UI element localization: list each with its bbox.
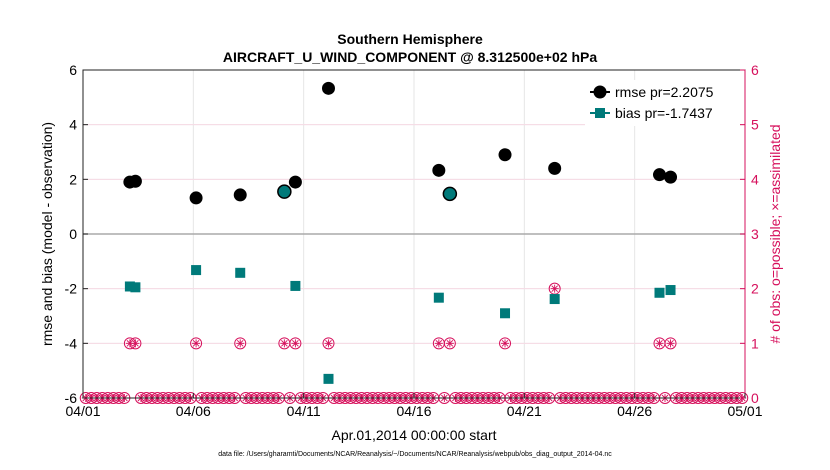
y-tick-label: 6 (69, 62, 77, 78)
bias-point (549, 294, 560, 305)
legend-box (585, 80, 740, 126)
y-tick-label: -6 (65, 390, 78, 406)
obs-count-marker (190, 337, 203, 350)
obs-assimilated-star (236, 340, 244, 347)
y-tick-label: -2 (65, 281, 78, 297)
data-file-footnote: data file: /Users/gharamti/Documents/NCA… (218, 451, 612, 458)
obs-count-marker (499, 337, 512, 350)
x-tick-label: 04/01 (65, 403, 100, 419)
bias-point (654, 287, 665, 298)
bias-point (191, 265, 202, 276)
obs-assimilated-star (667, 340, 674, 347)
obs-count-marker (129, 337, 142, 350)
obs-count-marker (443, 337, 456, 350)
rmse-point (548, 161, 562, 175)
x-tick-label: 04/11 (287, 403, 321, 419)
obs-count-marker (234, 337, 247, 350)
y-tick-label: -4 (65, 335, 78, 351)
x-tick-label: 04/26 (617, 403, 652, 419)
obs-assimilated-star (435, 340, 443, 347)
obs-count-marker (548, 282, 561, 295)
bias-point (235, 267, 246, 278)
right-y-axis: 0 1 2 3 4 5 6 (740, 62, 759, 406)
y2-tick-label: 5 (751, 117, 759, 133)
legend-rmse-label: rmse pr=2.2075 (615, 84, 714, 100)
y2-axis-label: # of obs: o=possible; ×=assimilated (767, 124, 783, 343)
bias-point (442, 186, 458, 202)
bias-point (277, 184, 292, 199)
bias-point (290, 280, 301, 291)
obs-possible-circle (322, 337, 335, 350)
bias-point (433, 292, 444, 303)
y-axis-label: rmse and bias (model - observation) (39, 122, 55, 346)
obs-count-marker (432, 337, 445, 350)
legend-bias-label: bias pr=-1.7437 (615, 105, 713, 121)
bias-point (323, 373, 334, 384)
rmse-markers (123, 81, 678, 205)
obs-assimilated-star (446, 340, 454, 347)
y2-tick-label: 4 (751, 171, 759, 187)
obs-possible-circle (664, 337, 677, 350)
y-tick-label: 2 (69, 171, 77, 187)
obs-assimilated-star (501, 340, 509, 347)
obs-count-marker (653, 337, 666, 350)
obs-assimilated-star (292, 340, 299, 347)
obs-count-marker (322, 337, 335, 350)
obs-count-marker (664, 337, 677, 350)
bias-point (665, 285, 676, 296)
obs-assimilated-star (656, 340, 663, 347)
bias-point (130, 282, 141, 293)
obs-assimilated-star (325, 340, 332, 347)
x-tick-label: 05/01 (727, 403, 762, 419)
obs-count-marker (278, 337, 291, 350)
left-y-axis: -6 -4 -2 0 2 4 6 (65, 62, 88, 406)
y2-tick-label: 1 (751, 335, 759, 351)
obs-possible-circle (129, 337, 142, 350)
rmse-point (498, 148, 512, 162)
legend-bias-marker (595, 108, 605, 118)
y-tick-label: 4 (69, 117, 77, 133)
chart-subtitle: AIRCRAFT_U_WIND_COMPONENT @ 8.312500e+02… (223, 49, 597, 65)
rmse-point (288, 175, 302, 189)
obs-possible-circle (443, 337, 456, 350)
obs-possible-circle (499, 337, 512, 350)
chart-title: Southern Hemisphere (337, 31, 483, 47)
rmse-point (432, 163, 446, 177)
obs-possible-circle (234, 337, 247, 350)
obs-possible-circle (289, 337, 302, 350)
y2-tick-label: 0 (751, 390, 759, 406)
y2-tick-label: 6 (751, 62, 759, 78)
y2-tick-label: 3 (751, 226, 759, 242)
x-axis-label: Apr.01,2014 00:00:00 start (331, 427, 496, 443)
y2-tick-label: 2 (751, 281, 759, 297)
obs-assimilated-star (281, 340, 288, 347)
obs-assimilated-star (192, 340, 200, 347)
x-tick-label: 04/21 (507, 403, 542, 419)
x-tick-label: 04/16 (396, 403, 431, 419)
obs-assimilated-star (132, 340, 139, 347)
rmse-point (128, 174, 142, 188)
rmse-point (664, 170, 678, 184)
bias-markers (124, 184, 676, 384)
rmse-point (321, 81, 335, 95)
obs-possible-circle (190, 337, 203, 350)
y-tick-label: 0 (69, 226, 77, 242)
obs-count-marker (289, 337, 302, 350)
obs-assimilated-star (551, 285, 558, 292)
rmse-point (652, 168, 666, 182)
bias-point (500, 308, 511, 319)
bias-point (124, 281, 135, 292)
rmse-point (233, 188, 247, 202)
rmse-point (189, 191, 203, 205)
x-axis: 04/01 04/06 04/11 04/16 04/21 04/26 05/01 (65, 393, 763, 419)
legend-rmse-marker (593, 85, 607, 99)
legend: rmse pr=2.2075 bias pr=-1.7437 (585, 80, 740, 126)
x-tick-label: 04/06 (176, 403, 211, 419)
